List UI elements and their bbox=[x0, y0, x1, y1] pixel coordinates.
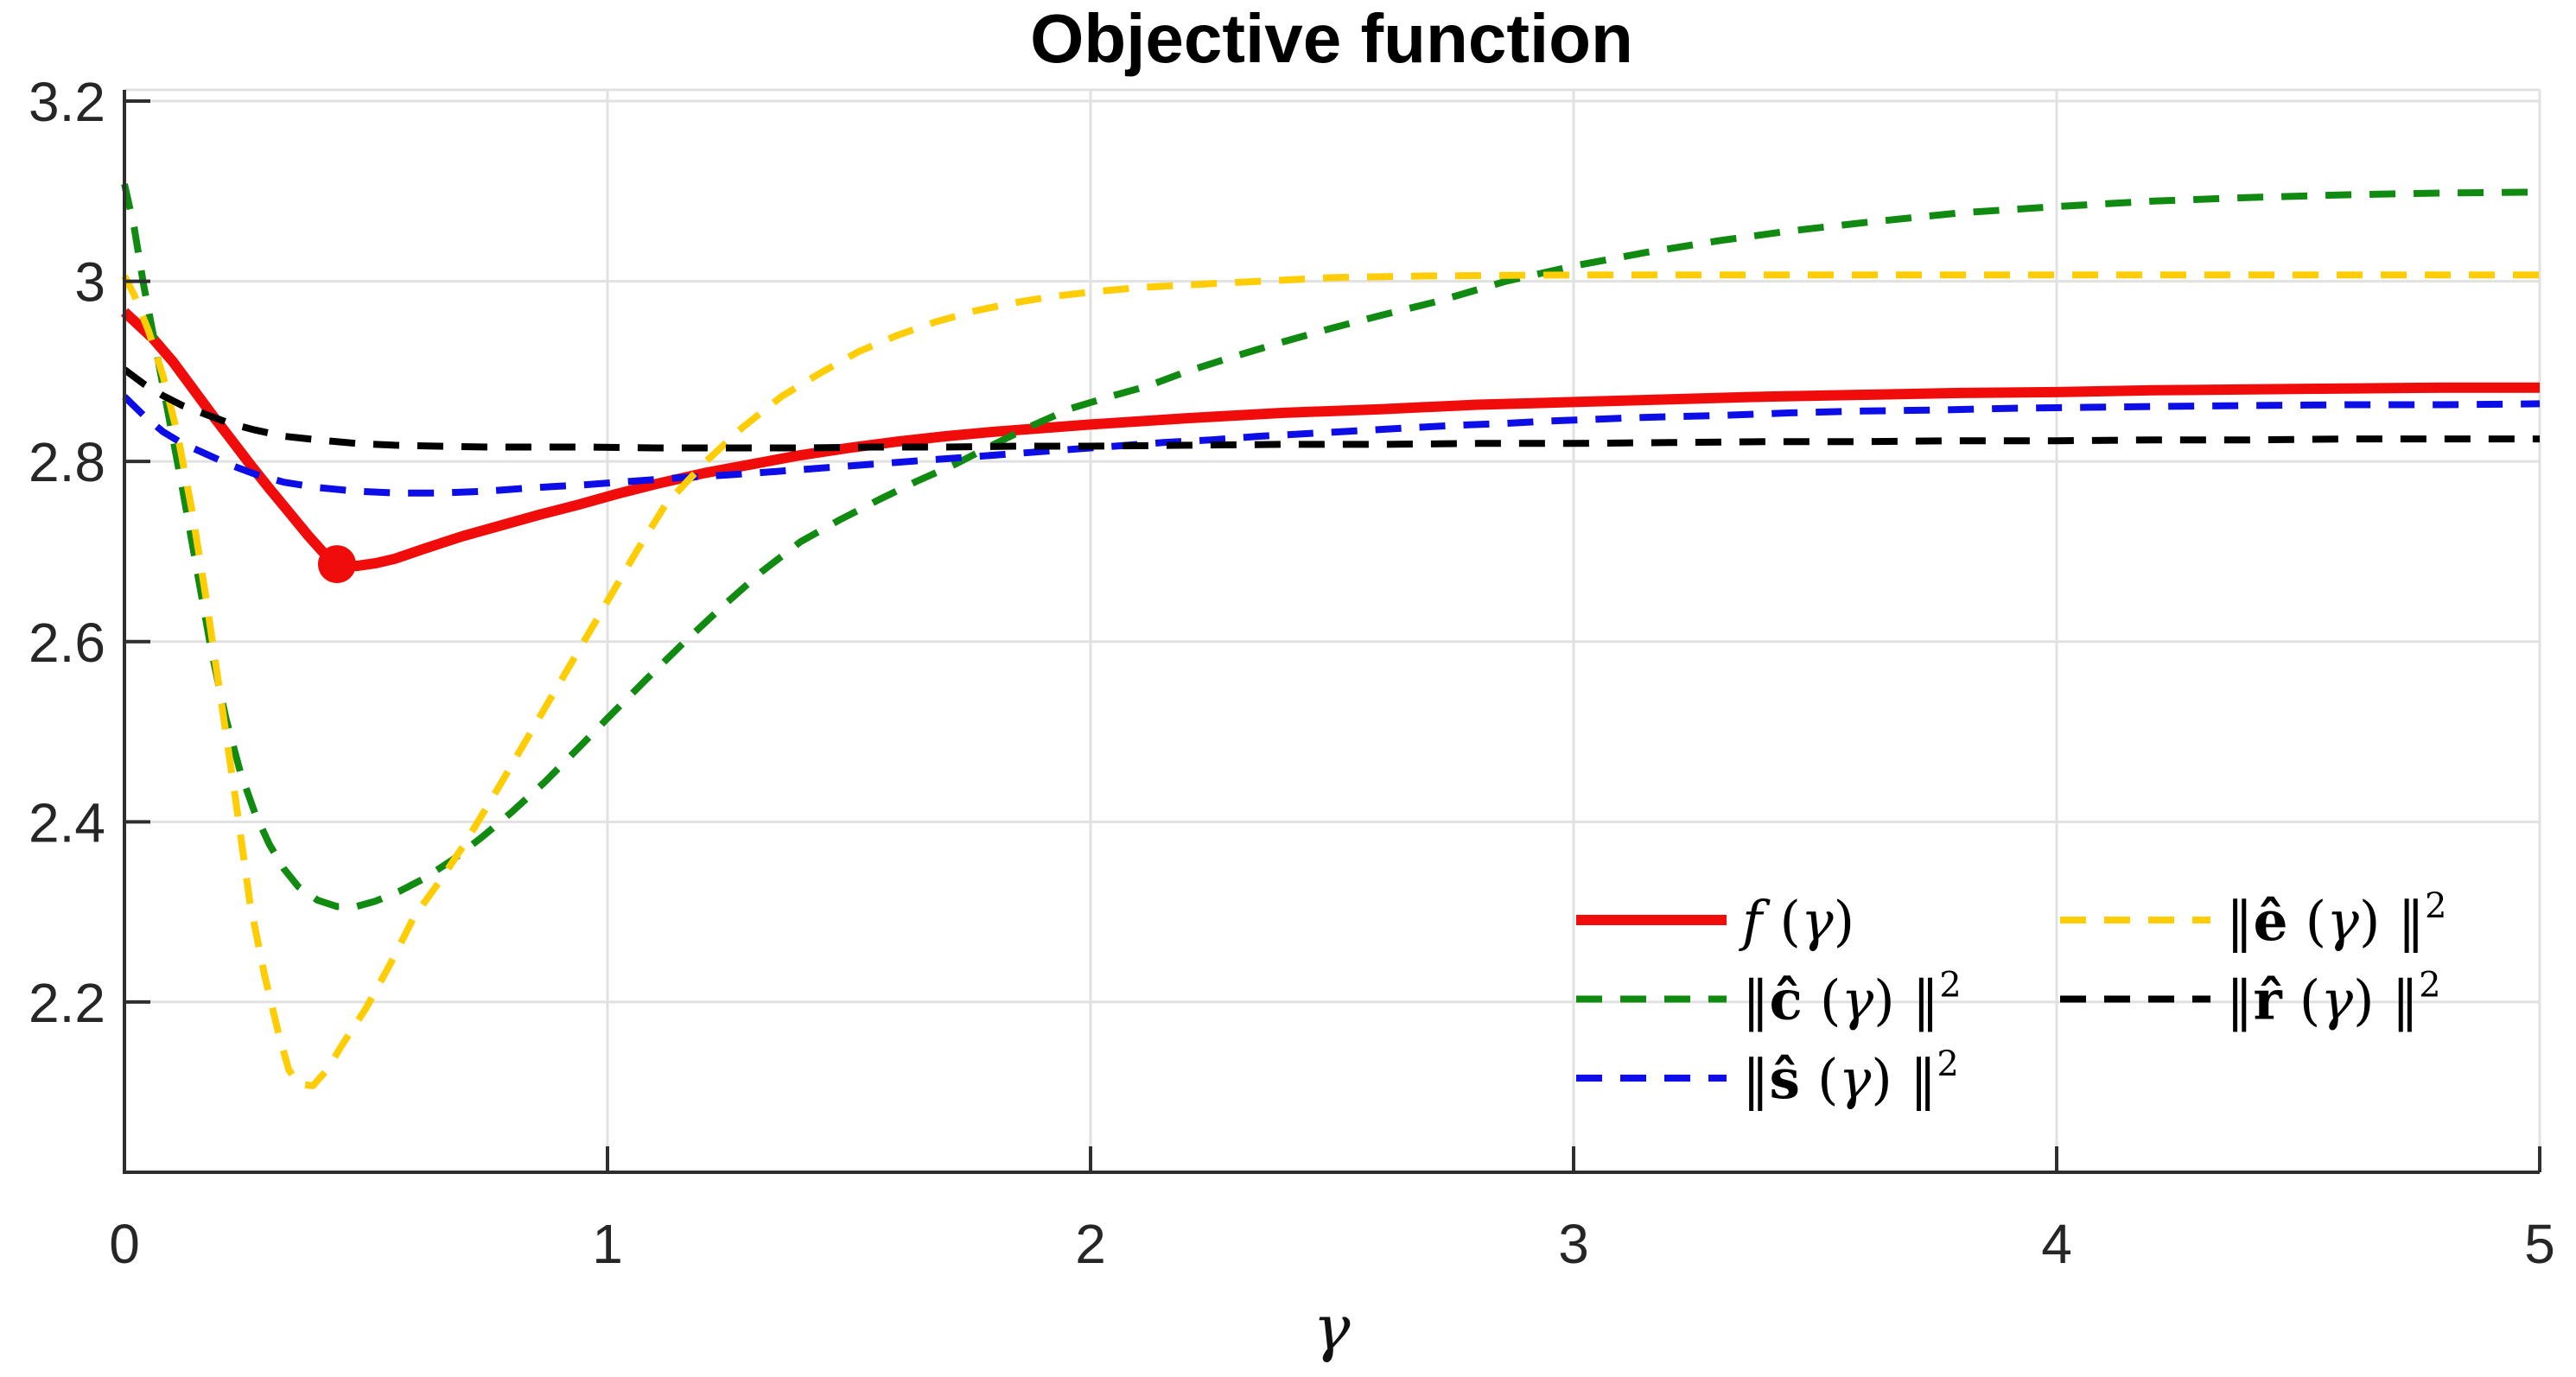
x-tick-label: 0 bbox=[109, 1213, 140, 1275]
x-tick-label: 5 bbox=[2524, 1213, 2555, 1275]
legend-label-e_hat: ‖ê (γ) ‖2 bbox=[2226, 886, 2446, 953]
legend-entry-c_hat: ‖ĉ (γ) ‖2 bbox=[1576, 966, 1962, 1032]
axes bbox=[123, 90, 2541, 1174]
legend-label-c_hat: ‖ĉ (γ) ‖2 bbox=[1742, 966, 1962, 1032]
gridlines bbox=[124, 88, 2541, 1172]
curve-s_hat bbox=[122, 394, 2541, 497]
legend-label-r_hat: ‖r̂ (γ) ‖2 bbox=[2226, 966, 2441, 1032]
x-tick-label: 2 bbox=[1075, 1213, 1106, 1275]
x-tick-label: 4 bbox=[2041, 1213, 2072, 1275]
y-tick-label: 2.2 bbox=[29, 972, 105, 1034]
y-tick-label: 3 bbox=[74, 251, 105, 314]
y-tick-label: 3.2 bbox=[29, 71, 105, 133]
x-tick-label: 3 bbox=[1558, 1213, 1589, 1275]
y-tick-label: 2.4 bbox=[29, 791, 105, 853]
legend-entry-s_hat: ‖ŝ (γ) ‖2 bbox=[1576, 1044, 1959, 1111]
curve-f bbox=[120, 308, 2540, 572]
curve-r_hat bbox=[122, 366, 2540, 452]
legend-label-s_hat: ‖ŝ (γ) ‖2 bbox=[1742, 1044, 1959, 1111]
chart-title: Objective function bbox=[1030, 0, 1633, 77]
y-tick-label: 2.6 bbox=[29, 612, 105, 674]
legend-entry-r_hat: ‖r̂ (γ) ‖2 bbox=[2060, 966, 2441, 1032]
curve-e_hat bbox=[121, 271, 2540, 1089]
x-tick-label: 1 bbox=[592, 1213, 623, 1275]
y-tick-label: 2.8 bbox=[29, 431, 105, 493]
y-tick-labels: 2.2 2.4 2.6 2.8 3 3.2 bbox=[29, 71, 105, 1034]
curve-c_hat bbox=[121, 183, 2541, 911]
legend-entry-e_hat: ‖ê (γ) ‖2 bbox=[2060, 886, 2446, 953]
minimum-marker bbox=[317, 545, 356, 584]
legend-entry-f: f (γ) bbox=[1576, 890, 1854, 953]
x-tick-labels: 0 1 2 3 4 5 bbox=[109, 1213, 2555, 1275]
legend: f (γ) ‖ĉ (γ) ‖2 ‖ŝ (γ) ‖2 ‖ê (γ) ‖2 ‖r̂ (γ) … bbox=[1576, 886, 2446, 1111]
x-axis-label: γ bbox=[1313, 1291, 1351, 1364]
legend-label-f: f (γ) bbox=[1739, 890, 1854, 953]
